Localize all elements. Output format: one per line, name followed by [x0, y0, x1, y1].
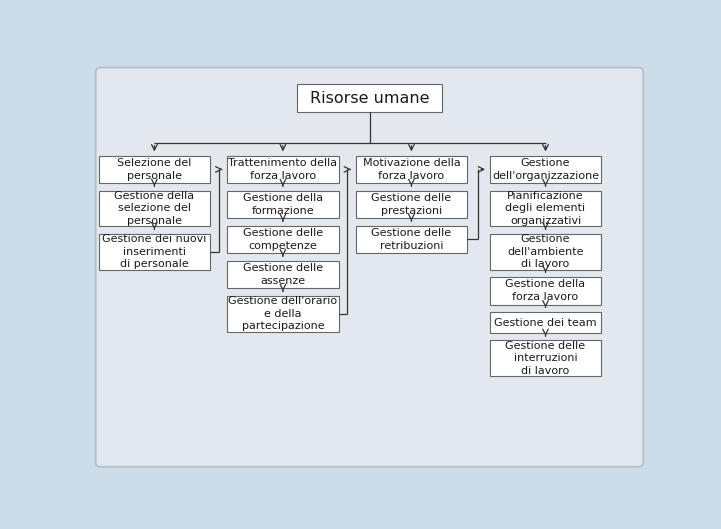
Text: Gestione dei nuovi
inserimenti
di personale: Gestione dei nuovi inserimenti di person…: [102, 234, 207, 269]
Text: Gestione delle
assenze: Gestione delle assenze: [243, 263, 323, 286]
FancyBboxPatch shape: [99, 156, 211, 183]
FancyBboxPatch shape: [99, 234, 211, 270]
Text: Gestione della
forza lavoro: Gestione della forza lavoro: [505, 279, 585, 302]
FancyBboxPatch shape: [355, 190, 467, 218]
Text: Gestione delle
interruzioni
di lavoro: Gestione delle interruzioni di lavoro: [505, 341, 585, 376]
FancyBboxPatch shape: [297, 84, 442, 112]
Text: Gestione delle
retribuzioni: Gestione delle retribuzioni: [371, 228, 451, 251]
FancyBboxPatch shape: [490, 190, 601, 226]
FancyBboxPatch shape: [227, 261, 339, 288]
Text: Motivazione della
forza lavoro: Motivazione della forza lavoro: [363, 158, 460, 181]
FancyBboxPatch shape: [490, 156, 601, 183]
Text: Gestione dei team: Gestione dei team: [494, 317, 597, 327]
FancyBboxPatch shape: [96, 68, 643, 467]
FancyBboxPatch shape: [227, 296, 339, 332]
Text: Gestione
dell'ambiente
di lavoro: Gestione dell'ambiente di lavoro: [508, 234, 584, 269]
FancyBboxPatch shape: [99, 190, 211, 226]
Text: Gestione della
formazione: Gestione della formazione: [243, 193, 323, 216]
FancyBboxPatch shape: [227, 190, 339, 218]
FancyBboxPatch shape: [490, 277, 601, 305]
FancyBboxPatch shape: [227, 225, 339, 253]
Text: Gestione
dell'organizzazione: Gestione dell'organizzazione: [492, 158, 599, 181]
FancyBboxPatch shape: [490, 234, 601, 270]
FancyBboxPatch shape: [355, 225, 467, 253]
FancyBboxPatch shape: [490, 312, 601, 333]
Text: Selezione del
personale: Selezione del personale: [118, 158, 192, 181]
Text: Gestione delle
prestazioni: Gestione delle prestazioni: [371, 193, 451, 216]
FancyBboxPatch shape: [355, 156, 467, 183]
Text: Gestione delle
competenze: Gestione delle competenze: [243, 228, 323, 251]
Text: Pianificazione
degli elementi
organizzativi: Pianificazione degli elementi organizzat…: [505, 190, 585, 226]
Text: Gestione della
selezione del
personale: Gestione della selezione del personale: [115, 190, 195, 226]
Text: Risorse umane: Risorse umane: [310, 90, 429, 106]
Text: Gestione dell'orario
e della
partecipazione: Gestione dell'orario e della partecipazi…: [229, 296, 337, 331]
FancyBboxPatch shape: [490, 341, 601, 376]
FancyBboxPatch shape: [227, 156, 339, 183]
Text: Trattenimento della
forza lavoro: Trattenimento della forza lavoro: [229, 158, 337, 181]
